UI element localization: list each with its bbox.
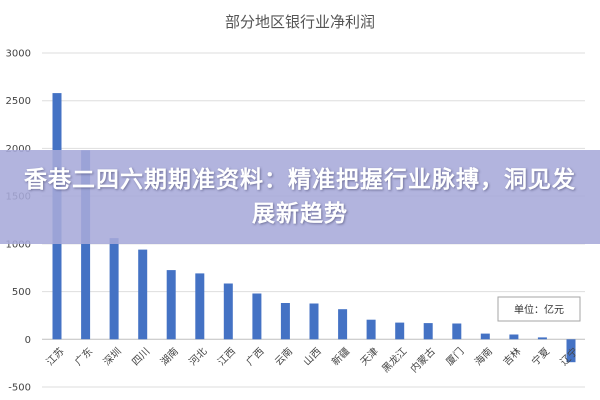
bar-13: [395, 322, 405, 340]
bar-9: [280, 303, 290, 340]
x-tick-label: 江苏: [43, 345, 66, 368]
x-tick-label: 湖南: [158, 345, 181, 368]
x-tick-label: 黑龙江: [379, 345, 409, 375]
y-tick-label: 0: [25, 335, 31, 346]
x-tick-label: 新疆: [329, 345, 352, 368]
y-tick-label: 2000: [6, 144, 31, 155]
bar-19: [566, 339, 576, 363]
unit-legend: 单位：亿元: [497, 296, 581, 322]
bar-5: [166, 270, 176, 340]
x-tick-label: 内蒙古: [407, 345, 437, 375]
bar-11: [338, 309, 348, 340]
y-tick-label: 2500: [6, 96, 31, 107]
bar-10: [309, 303, 319, 340]
y-tick-label: 500: [12, 287, 31, 298]
x-tick-label: 海南: [472, 345, 495, 368]
x-axis-ticks: 江苏 广东 深圳 四川 湖南 河北 江西 广西 云南 山西 新疆 天津 黑龙江 内蒙古 厦门 海南 吉林 宁夏 辽宁: [43, 345, 580, 375]
bar-12: [366, 319, 376, 340]
bar-4: [138, 249, 148, 340]
x-tick-label: 厦门: [443, 345, 466, 368]
bar-14: [423, 323, 433, 340]
x-tick-label: 江西: [215, 345, 238, 368]
headline-text: 香巷二四六期期准资料：精准把握行业脉搏，洞见发展新趋势: [24, 167, 576, 227]
bar-17: [509, 334, 519, 340]
y-tick-label: 3000: [6, 49, 31, 60]
bar-8: [252, 293, 262, 340]
bar-6: [195, 273, 205, 340]
x-tick-label: 山西: [301, 345, 324, 368]
y-tick-label: 1000: [6, 239, 31, 250]
x-tick-label: 广西: [244, 345, 267, 368]
bar-18: [537, 337, 547, 340]
bar-16: [480, 333, 490, 340]
bar-3: [109, 238, 119, 340]
bar-2: [81, 150, 91, 340]
x-tick-label: 云南: [272, 345, 295, 368]
headline-banner: 香巷二四六期期准资料：精准把握行业脉搏，洞见发展新趋势: [0, 150, 600, 244]
x-tick-label: 深圳: [101, 345, 124, 368]
bar-7: [223, 283, 233, 340]
x-tick-label: 四川: [130, 346, 152, 368]
bar-15: [452, 323, 462, 340]
x-tick-label: 河北: [187, 345, 210, 368]
x-tick-label: 吉林: [500, 345, 523, 368]
unit-label: 单位：亿元: [514, 303, 564, 316]
x-tick-label: 广东: [72, 345, 95, 368]
y-tick-label: -500: [8, 383, 31, 394]
chart-title: 部分地区银行业净利润: [225, 13, 375, 31]
x-tick-label: 天津: [358, 345, 381, 368]
unit-legend-box: [497, 296, 581, 322]
x-tick-label: 宁夏: [529, 345, 552, 368]
